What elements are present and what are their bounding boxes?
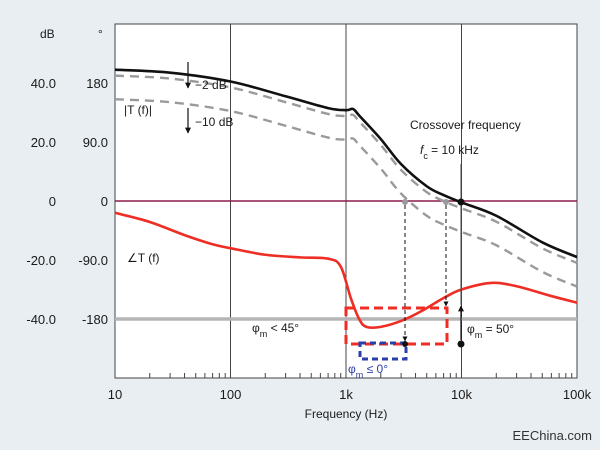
left-tick-label-1: 20.0 (31, 135, 56, 150)
series-line-0 (114, 68, 578, 259)
left-tick-label-3: -20.0 (26, 253, 56, 268)
phase-dot-10db (402, 341, 408, 347)
crossover-dot-2db (443, 199, 449, 205)
x-tick-label-2: 1k (339, 387, 353, 402)
phase-label: ∠T (f) (127, 251, 160, 265)
x-tick-label-4: 100k (563, 387, 592, 402)
series-line-3 (114, 211, 578, 330)
right-tick-label-0: 180 (86, 76, 108, 91)
left-tick-label-0: 40.0 (31, 76, 56, 91)
left-tick-label-4: -40.0 (26, 312, 56, 327)
pm-le0-label: φm ≤ 0° (348, 362, 388, 380)
crossover-dot-10db (402, 199, 408, 205)
left-axis-unit: dB (40, 27, 55, 41)
watermark: EEChina.com (513, 428, 592, 443)
phase-margin-lt45-box (344, 306, 449, 346)
x-tick-label-3: 10k (451, 387, 472, 402)
left-tick-label-2: 0 (49, 194, 56, 209)
pm-lt45-label: φm < 45° (252, 321, 299, 339)
right-axis-unit: ° (98, 27, 103, 41)
right-tick-label-1: 90.0 (83, 135, 108, 150)
right-tick-label-3: -90.0 (78, 253, 108, 268)
fc-label: fc = 10 kHz (420, 143, 479, 161)
phase-dot-fc (457, 340, 465, 348)
crossover-title: Crossover frequency (410, 118, 521, 132)
x-axis-label: Frequency (Hz) (305, 407, 388, 421)
minus2db-label: −2 dB (195, 78, 227, 92)
x-tick-label-1: 100 (220, 387, 242, 402)
x-tick-label-0: 10 (108, 387, 122, 402)
pm-eq50-label: φm = 50° (467, 322, 514, 340)
phase-margin-le0-box (358, 341, 408, 361)
magnitude-label: |T (f)| (124, 103, 152, 117)
crossover-dot-top (457, 198, 465, 206)
right-tick-label-2: 0 (101, 194, 108, 209)
minus10db-label: −10 dB (195, 115, 233, 129)
right-tick-label-4: -180 (82, 312, 108, 327)
